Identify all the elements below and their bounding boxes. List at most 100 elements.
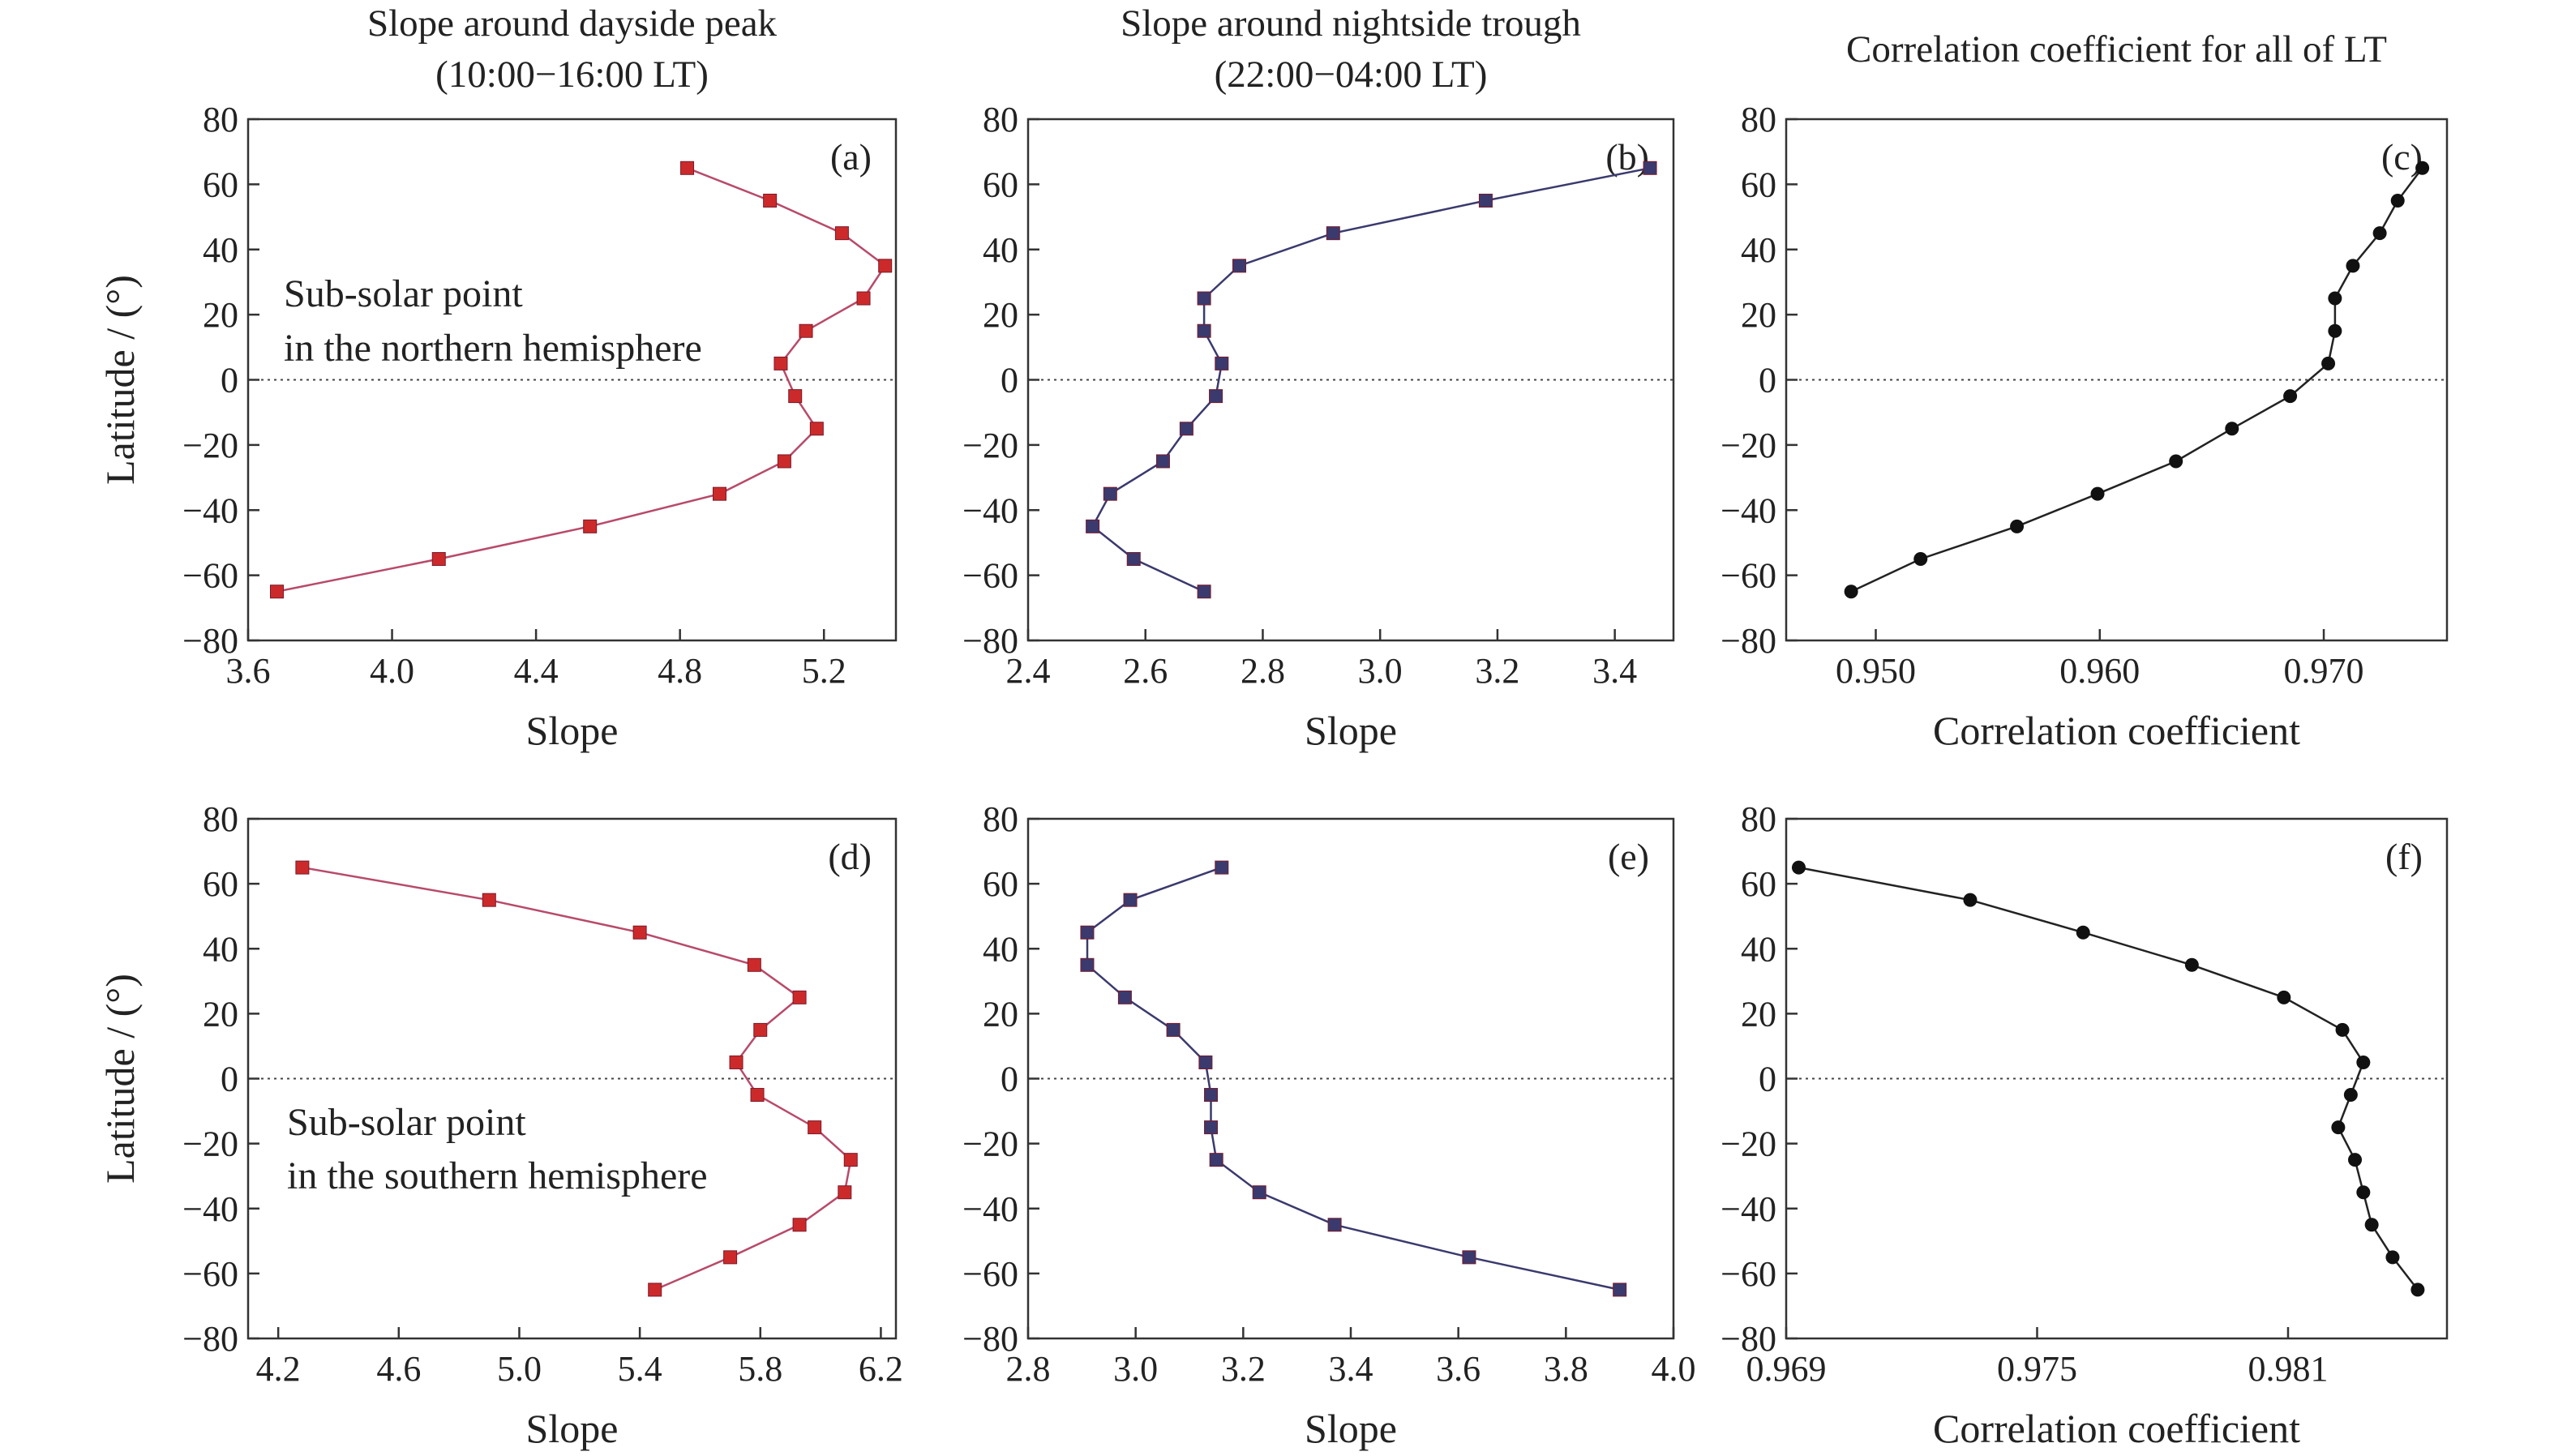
x-tick-label: 0.975: [1997, 1349, 2077, 1389]
plot-frame: [246, 817, 898, 1340]
y-tick-label: 60: [203, 864, 238, 904]
chart-subtitle: (22:00−04:00 LT): [1215, 54, 1488, 96]
x-tick-label: 3.2: [1221, 1349, 1266, 1389]
data-point: [808, 1120, 822, 1135]
y-tick-label: −20: [962, 1124, 1018, 1164]
y-tick-label: 60: [1741, 165, 1776, 204]
x-tick-label: 0.981: [2248, 1349, 2328, 1389]
x-axis-label: Slope: [526, 708, 619, 753]
y-tick-label: 0: [1759, 1060, 1776, 1099]
data-point: [482, 893, 496, 907]
x-tick-label: 0.970: [2284, 651, 2364, 691]
panel-label: (b): [1605, 136, 1649, 178]
data-point: [2372, 226, 2387, 241]
x-axis-label: Slope: [1305, 708, 1397, 753]
y-tick-label: −40: [182, 490, 238, 530]
y-tick-label: 20: [983, 994, 1018, 1034]
data-point: [1327, 1218, 1342, 1232]
x-tick-label: 3.8: [1544, 1349, 1588, 1389]
y-tick-label: 80: [1741, 799, 1776, 839]
data-point: [1117, 990, 1132, 1004]
x-tick-label: 5.8: [738, 1349, 782, 1389]
data-point: [2184, 957, 2199, 972]
x-tick-label: 3.2: [1475, 651, 1519, 691]
x-tick-label: 0.969: [1746, 1349, 1827, 1389]
y-tick-label: 0: [1001, 1060, 1018, 1099]
data-point: [843, 1153, 858, 1167]
data-point: [2283, 389, 2298, 404]
y-tick-label: −40: [962, 490, 1018, 530]
data-point: [2390, 193, 2405, 208]
y-tick-label: 60: [983, 165, 1018, 204]
x-tick-label: 3.6: [1436, 1349, 1481, 1389]
data-point: [1913, 552, 1928, 567]
data-point: [729, 1055, 743, 1069]
data-point: [2225, 422, 2239, 436]
data-point: [2335, 1022, 2350, 1037]
data-point: [1252, 1185, 1266, 1200]
data-point: [753, 1022, 768, 1037]
x-axis-label: Slope: [1305, 1406, 1397, 1451]
x-tick-label: 2.8: [1241, 651, 1285, 691]
data-point: [1462, 1250, 1476, 1265]
y-tick-label: −20: [182, 1124, 238, 1164]
y-tick-label: 40: [1741, 929, 1776, 969]
data-point: [1179, 422, 1193, 436]
x-tick-label: 3.0: [1358, 651, 1403, 691]
data-point: [1103, 486, 1117, 501]
data-point: [792, 1218, 807, 1232]
y-tick-label: −40: [1721, 490, 1776, 530]
data-point: [2328, 323, 2342, 338]
data-point: [1155, 454, 1170, 469]
y-tick-label: 40: [203, 230, 238, 270]
y-tick-label: 20: [203, 994, 238, 1034]
data-point: [1080, 925, 1095, 940]
data-point: [648, 1283, 662, 1297]
y-axis-label: Latitude / (°): [97, 974, 143, 1184]
x-tick-label: 4.4: [514, 651, 559, 691]
data-point: [2356, 1185, 2371, 1200]
data-point: [270, 585, 285, 599]
data-point: [2090, 486, 2105, 501]
data-point: [2277, 990, 2291, 1004]
panel-f: 80 60 40 20 0 −20 −40 −60 −800.969 0.975 0.981 Corr…: [1721, 799, 2449, 1451]
y-tick-label: −80: [182, 621, 238, 661]
y-tick-label: 60: [1741, 864, 1776, 904]
data-point: [792, 990, 807, 1004]
annotation-line: in the southern hemisphere: [287, 1154, 708, 1197]
y-tick-label: −20: [1721, 1124, 1776, 1164]
data-point: [1197, 585, 1211, 599]
chart-subtitle: (10:00−16:00 LT): [435, 54, 709, 96]
y-tick-label: −80: [1721, 1319, 1776, 1359]
x-tick-label: 3.4: [1592, 651, 1637, 691]
x-tick-label: 3.4: [1329, 1349, 1373, 1389]
y-tick-label: −20: [1721, 426, 1776, 465]
y-tick-label: 80: [203, 799, 238, 839]
data-point: [2346, 259, 2360, 273]
x-tick-label: 6.2: [859, 1349, 903, 1389]
data-point: [1197, 291, 1211, 306]
data-point: [1204, 1088, 1219, 1103]
data-point: [2385, 1250, 2400, 1265]
y-tick-label: −60: [962, 556, 1018, 596]
data-point: [856, 291, 871, 306]
y-tick-label: −80: [1721, 621, 1776, 661]
x-tick-label: 4.2: [256, 1349, 301, 1389]
data-point: [1844, 585, 1858, 599]
data-point: [583, 519, 598, 533]
y-tick-label: 20: [203, 295, 238, 335]
data-point: [747, 957, 761, 972]
x-axis-label: Correlation coefficient: [1933, 708, 2300, 753]
x-tick-label: 4.8: [658, 651, 702, 691]
y-tick-label: 0: [221, 1060, 238, 1099]
data-point: [1197, 323, 1211, 338]
data-point: [680, 161, 695, 175]
x-tick-label: 2.6: [1123, 651, 1168, 691]
y-tick-label: 0: [1759, 361, 1776, 400]
chart-title: Slope around dayside peak: [367, 2, 778, 45]
panel-label: (e): [1608, 836, 1649, 877]
data-point: [788, 389, 803, 404]
chart-title: Correlation coefficient for all of LT: [1846, 28, 2387, 71]
x-tick-label: 2.4: [1006, 651, 1051, 691]
